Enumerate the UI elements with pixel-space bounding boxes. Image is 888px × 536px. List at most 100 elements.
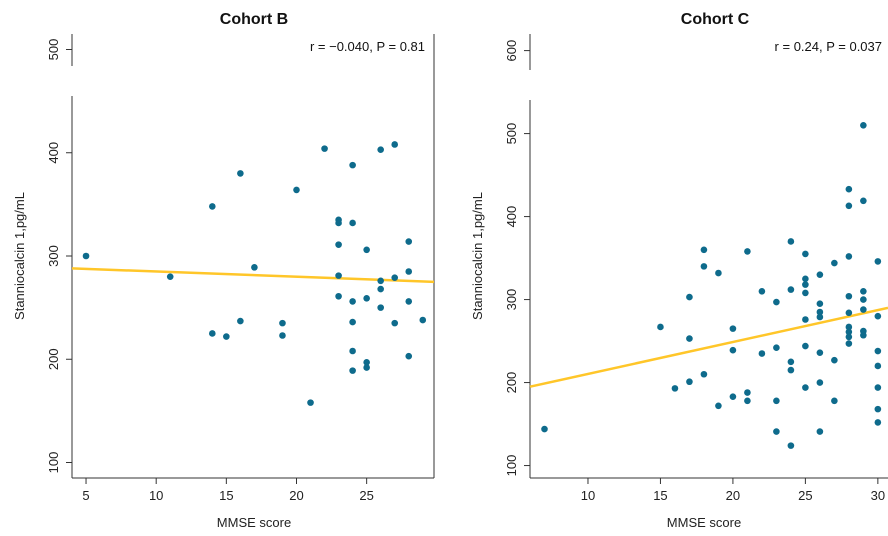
data-point [363, 364, 370, 371]
data-point [773, 428, 780, 435]
data-point [787, 358, 795, 366]
data-point [816, 428, 824, 435]
data-point [700, 370, 708, 378]
data-point [744, 389, 751, 396]
data-point [845, 333, 853, 341]
data-point [293, 186, 300, 194]
data-point [671, 385, 679, 392]
regression-line [71, 267, 435, 284]
data-point [874, 258, 882, 265]
x-tick-label: 25 [359, 488, 373, 503]
data-point [335, 292, 342, 300]
data-point [845, 328, 853, 336]
data-point [321, 145, 328, 152]
x-tick-label: 15 [219, 488, 233, 503]
data-point [686, 378, 693, 386]
data-point [363, 359, 370, 366]
x-tick-label: 5 [82, 488, 89, 503]
fit-line-layer [529, 306, 888, 388]
data-point [874, 384, 882, 391]
data-point [686, 293, 693, 301]
x-tick-label: 30 [871, 488, 885, 503]
y-tick-label: 500 [504, 123, 519, 145]
data-point [279, 319, 286, 327]
data-point [223, 333, 230, 340]
data-point [700, 246, 708, 254]
panel-title: Cohort C [681, 11, 750, 28]
data-point [166, 273, 174, 280]
y-tick-label: 300 [504, 289, 519, 311]
data-point [744, 397, 751, 405]
data-point [335, 272, 342, 279]
y-axis-label: Stanniocalcin 1,pg/mL [470, 192, 485, 320]
data-point [845, 292, 853, 300]
x-axis-label: MMSE score [217, 515, 291, 530]
panel-cohort-c: Cohort C r = 0.24, P = 0.037 MMSE score … [470, 11, 888, 530]
data-point [349, 298, 356, 305]
data-point [773, 298, 780, 306]
data-point [758, 350, 766, 357]
data-point [845, 340, 853, 347]
x-axis-label: MMSE score [667, 515, 741, 530]
data-point [816, 313, 824, 321]
data-point [729, 346, 737, 354]
data-point [831, 356, 838, 364]
data-point [335, 219, 342, 227]
data-point [349, 219, 356, 227]
data-point [405, 298, 413, 305]
data-point [802, 316, 809, 323]
data-point [729, 325, 737, 332]
x-tick-label: 15 [653, 488, 667, 503]
data-point [802, 275, 809, 283]
y-tick-label: 100 [46, 452, 61, 474]
y-tick-label: 200 [46, 348, 61, 370]
data-point [845, 185, 853, 193]
data-point [715, 402, 722, 410]
x-tick-label: 20 [289, 488, 303, 503]
y-tick-label: 200 [504, 372, 519, 394]
data-point [874, 362, 882, 370]
data-point [377, 285, 384, 293]
data-point [391, 319, 399, 327]
data-point [831, 397, 838, 405]
data-point [209, 330, 216, 337]
data-point [845, 309, 853, 317]
correlation-annotation: r = 0.24, P = 0.037 [775, 39, 882, 54]
data-point [715, 269, 722, 277]
data-point [405, 238, 413, 245]
data-point [349, 367, 356, 374]
fit-line-layer [71, 267, 435, 284]
data-point [335, 241, 342, 248]
data-point [686, 335, 693, 342]
data-point [787, 366, 795, 374]
data-point [874, 419, 882, 426]
data-point [744, 248, 751, 255]
data-point [860, 296, 867, 303]
panel-title: Cohort B [220, 11, 288, 28]
y-tick-label: 400 [504, 206, 519, 228]
panel-cohort-b: Cohort B r = −0.040, P = 0.81 MMSE score… [12, 11, 435, 530]
data-point [874, 405, 882, 413]
data-point [802, 281, 809, 288]
data-point [860, 306, 867, 313]
y-tick-label: 500 [46, 39, 61, 61]
x-tick-label: 10 [149, 488, 163, 503]
data-point [773, 397, 780, 405]
data-point [363, 295, 370, 302]
data-point [419, 316, 427, 324]
correlation-annotation: r = −0.040, P = 0.81 [310, 39, 425, 54]
data-point [845, 253, 853, 260]
data-point [307, 399, 314, 406]
data-point [860, 121, 867, 129]
data-point [377, 146, 384, 153]
points-layer [541, 121, 882, 449]
data-point [787, 238, 795, 245]
data-point [802, 250, 809, 258]
data-point [787, 442, 795, 449]
y-tick-label: 100 [504, 455, 519, 477]
data-point [816, 271, 824, 278]
axis-ticks: 100 200 300 400 500 5 10 15 20 25 [46, 34, 435, 503]
data-point [816, 379, 824, 386]
data-point [773, 344, 780, 352]
